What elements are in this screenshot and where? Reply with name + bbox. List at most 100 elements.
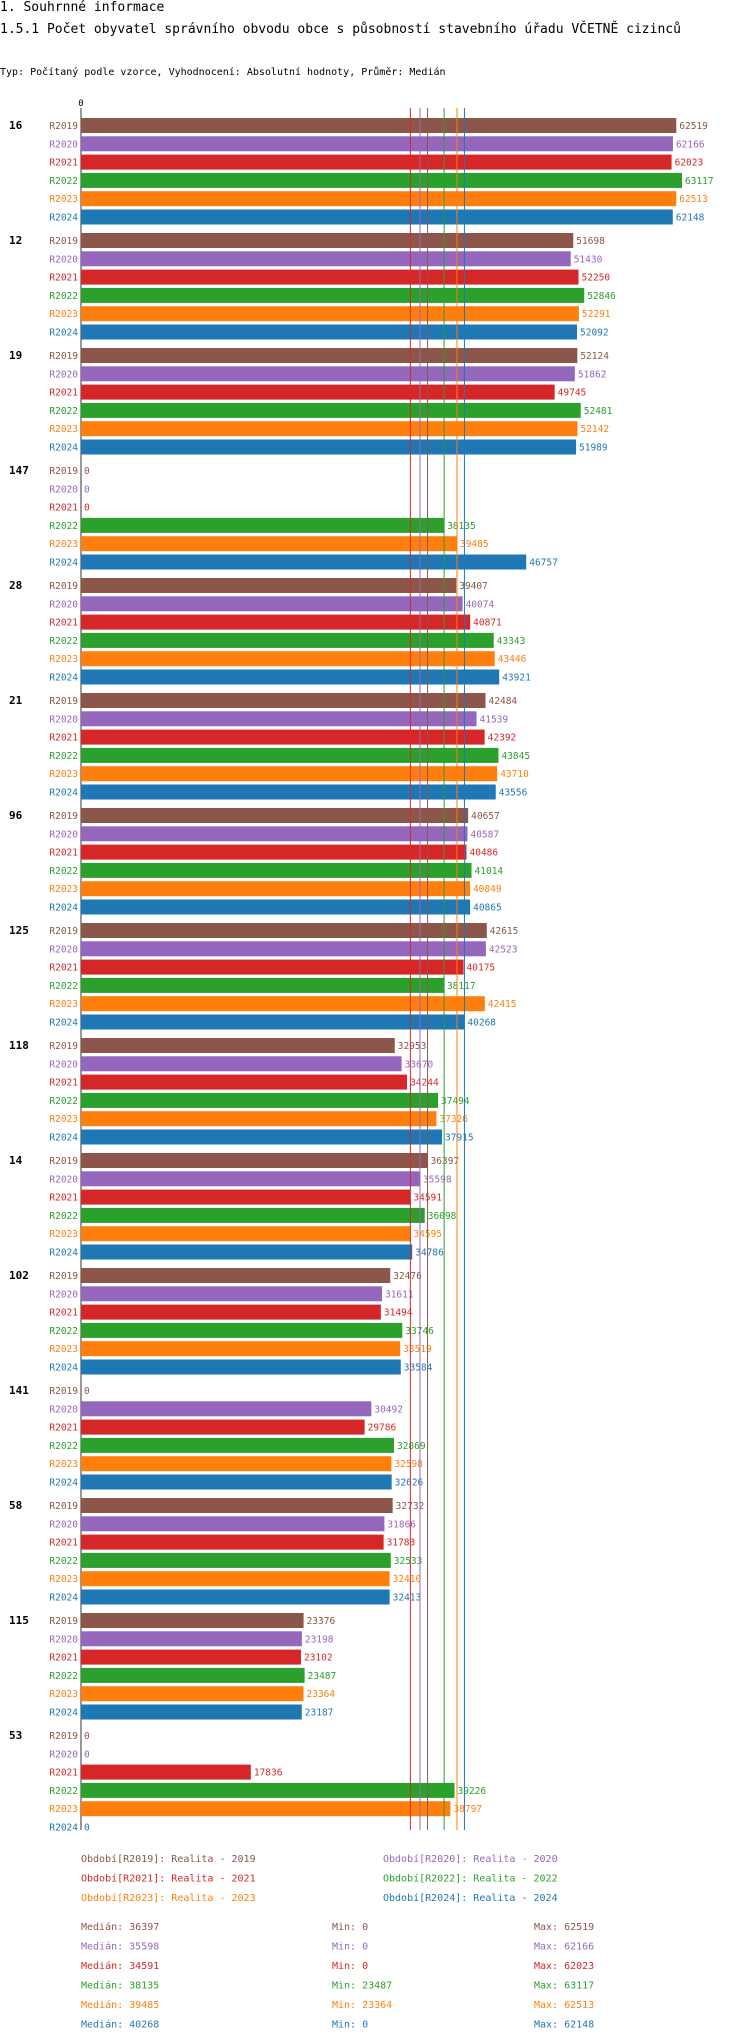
bar	[81, 1552, 391, 1568]
bar	[81, 1401, 372, 1417]
bar	[81, 1704, 302, 1720]
stat-median: Medián: 40268	[81, 2019, 159, 2031]
bar-value-label: 40657	[471, 811, 500, 822]
stat-median: Medián: 34591	[81, 1960, 159, 1972]
group-label: 96	[9, 809, 23, 822]
group-label: 14	[9, 1154, 23, 1167]
bar-value-label: 46757	[529, 558, 558, 569]
bar-period-label: R2022	[49, 406, 78, 417]
bar-period-label: R2020	[49, 1174, 78, 1185]
bar	[81, 1129, 443, 1145]
bar	[81, 1474, 392, 1490]
bar-value-label: 43556	[499, 788, 528, 799]
bar-period-label: R2019	[49, 351, 78, 362]
bar	[81, 348, 578, 363]
bar-value-label: 33519	[403, 1344, 432, 1355]
bar	[81, 1171, 420, 1187]
bar-value-label: 62519	[679, 121, 708, 132]
bar-value-label: 43343	[497, 636, 526, 647]
bar-value-label: 23376	[307, 1616, 336, 1627]
bar-value-label: 32410	[393, 1574, 422, 1585]
bar-value-label: 40871	[473, 618, 502, 629]
bar-value-label: 51430	[574, 254, 603, 265]
bar	[81, 324, 578, 340]
bar-period-label: R2022	[49, 636, 78, 647]
bar	[81, 554, 527, 570]
bar-value-label: 42415	[488, 999, 517, 1010]
bar-period-label: R2020	[49, 1289, 78, 1300]
bar-period-label: R2023	[49, 999, 78, 1010]
group-label: 58	[9, 1499, 22, 1512]
bar-period-label: R2022	[49, 1556, 78, 1567]
bar-value-label: 43710	[500, 769, 529, 780]
bar-period-label: R2019	[49, 121, 78, 132]
group-label: 115	[9, 1614, 29, 1627]
group-label: 141	[9, 1384, 29, 1397]
bar-value-label: 31494	[384, 1308, 413, 1319]
bar	[81, 1764, 251, 1780]
bar-value-label: 52092	[580, 328, 609, 339]
bar-value-label: 38117	[447, 981, 476, 992]
bar-period-label: R2024	[49, 673, 78, 684]
bar-value-label: 38797	[453, 1804, 482, 1815]
bar	[81, 1534, 384, 1550]
group-label: 118	[9, 1039, 29, 1052]
bar-period-label: R2023	[49, 884, 78, 895]
bar	[81, 1359, 401, 1375]
stat-min: Min: 23364	[332, 2000, 392, 2011]
bar-period-label: R2020	[49, 1519, 78, 1530]
bar	[81, 209, 673, 225]
bar	[81, 808, 469, 823]
bar-period-label: R2022	[49, 521, 78, 532]
bar	[81, 1341, 401, 1357]
bar	[81, 1286, 382, 1302]
bar-value-label: 41539	[480, 714, 509, 725]
bar-value-label: 0	[84, 484, 90, 495]
stat-max: Max: 62023	[534, 1961, 594, 1972]
stat-max: Max: 62148	[534, 2020, 594, 2031]
bar-value-label: 51862	[578, 369, 607, 380]
bar	[81, 384, 555, 400]
bar	[81, 1226, 411, 1242]
stat-max: Max: 62166	[534, 1942, 594, 1953]
group-label: 147	[9, 464, 29, 477]
group-label: 21	[9, 694, 23, 707]
bar	[81, 421, 578, 437]
bar-value-label: 62513	[679, 194, 708, 205]
bar-period-label: R2021	[49, 1653, 78, 1664]
bar	[81, 1571, 390, 1587]
bar-value-label: 51698	[576, 236, 605, 247]
bar-value-label: 40175	[467, 963, 496, 974]
bar	[81, 596, 463, 612]
bar-value-label: 36397	[431, 1156, 460, 1167]
group-label: 28	[9, 579, 22, 592]
bar	[81, 711, 477, 727]
bar-period-label: R2021	[49, 273, 78, 284]
chart-subtitle: Typ: Počítaný podle vzorce, Vyhodnocení:…	[0, 67, 446, 78]
bar-period-label: R2019	[49, 581, 78, 592]
bar-period-label: R2021	[49, 618, 78, 629]
bar-period-label: R2022	[49, 751, 78, 762]
bar	[81, 1631, 302, 1647]
bar	[81, 693, 486, 708]
bar	[81, 899, 471, 915]
bar	[81, 136, 673, 152]
bar-period-label: R2024	[49, 1363, 78, 1374]
bar-period-label: R2020	[49, 369, 78, 380]
group-label: 16	[9, 119, 23, 132]
bar-value-label: 34244	[410, 1078, 439, 1089]
group-label: 19	[9, 349, 22, 362]
bar	[81, 923, 487, 938]
bar	[81, 251, 571, 267]
bar	[81, 1244, 413, 1260]
bar-value-label: 52142	[580, 424, 609, 435]
bar-value-label: 31866	[387, 1519, 416, 1530]
bar	[81, 1498, 393, 1513]
bar-period-label: R2021	[49, 503, 78, 514]
bar	[81, 517, 445, 533]
bar-value-label: 0	[84, 1731, 90, 1742]
bar	[81, 862, 472, 878]
bar-value-label: 38135	[447, 521, 476, 532]
bar	[81, 1419, 365, 1435]
bar	[81, 233, 574, 248]
